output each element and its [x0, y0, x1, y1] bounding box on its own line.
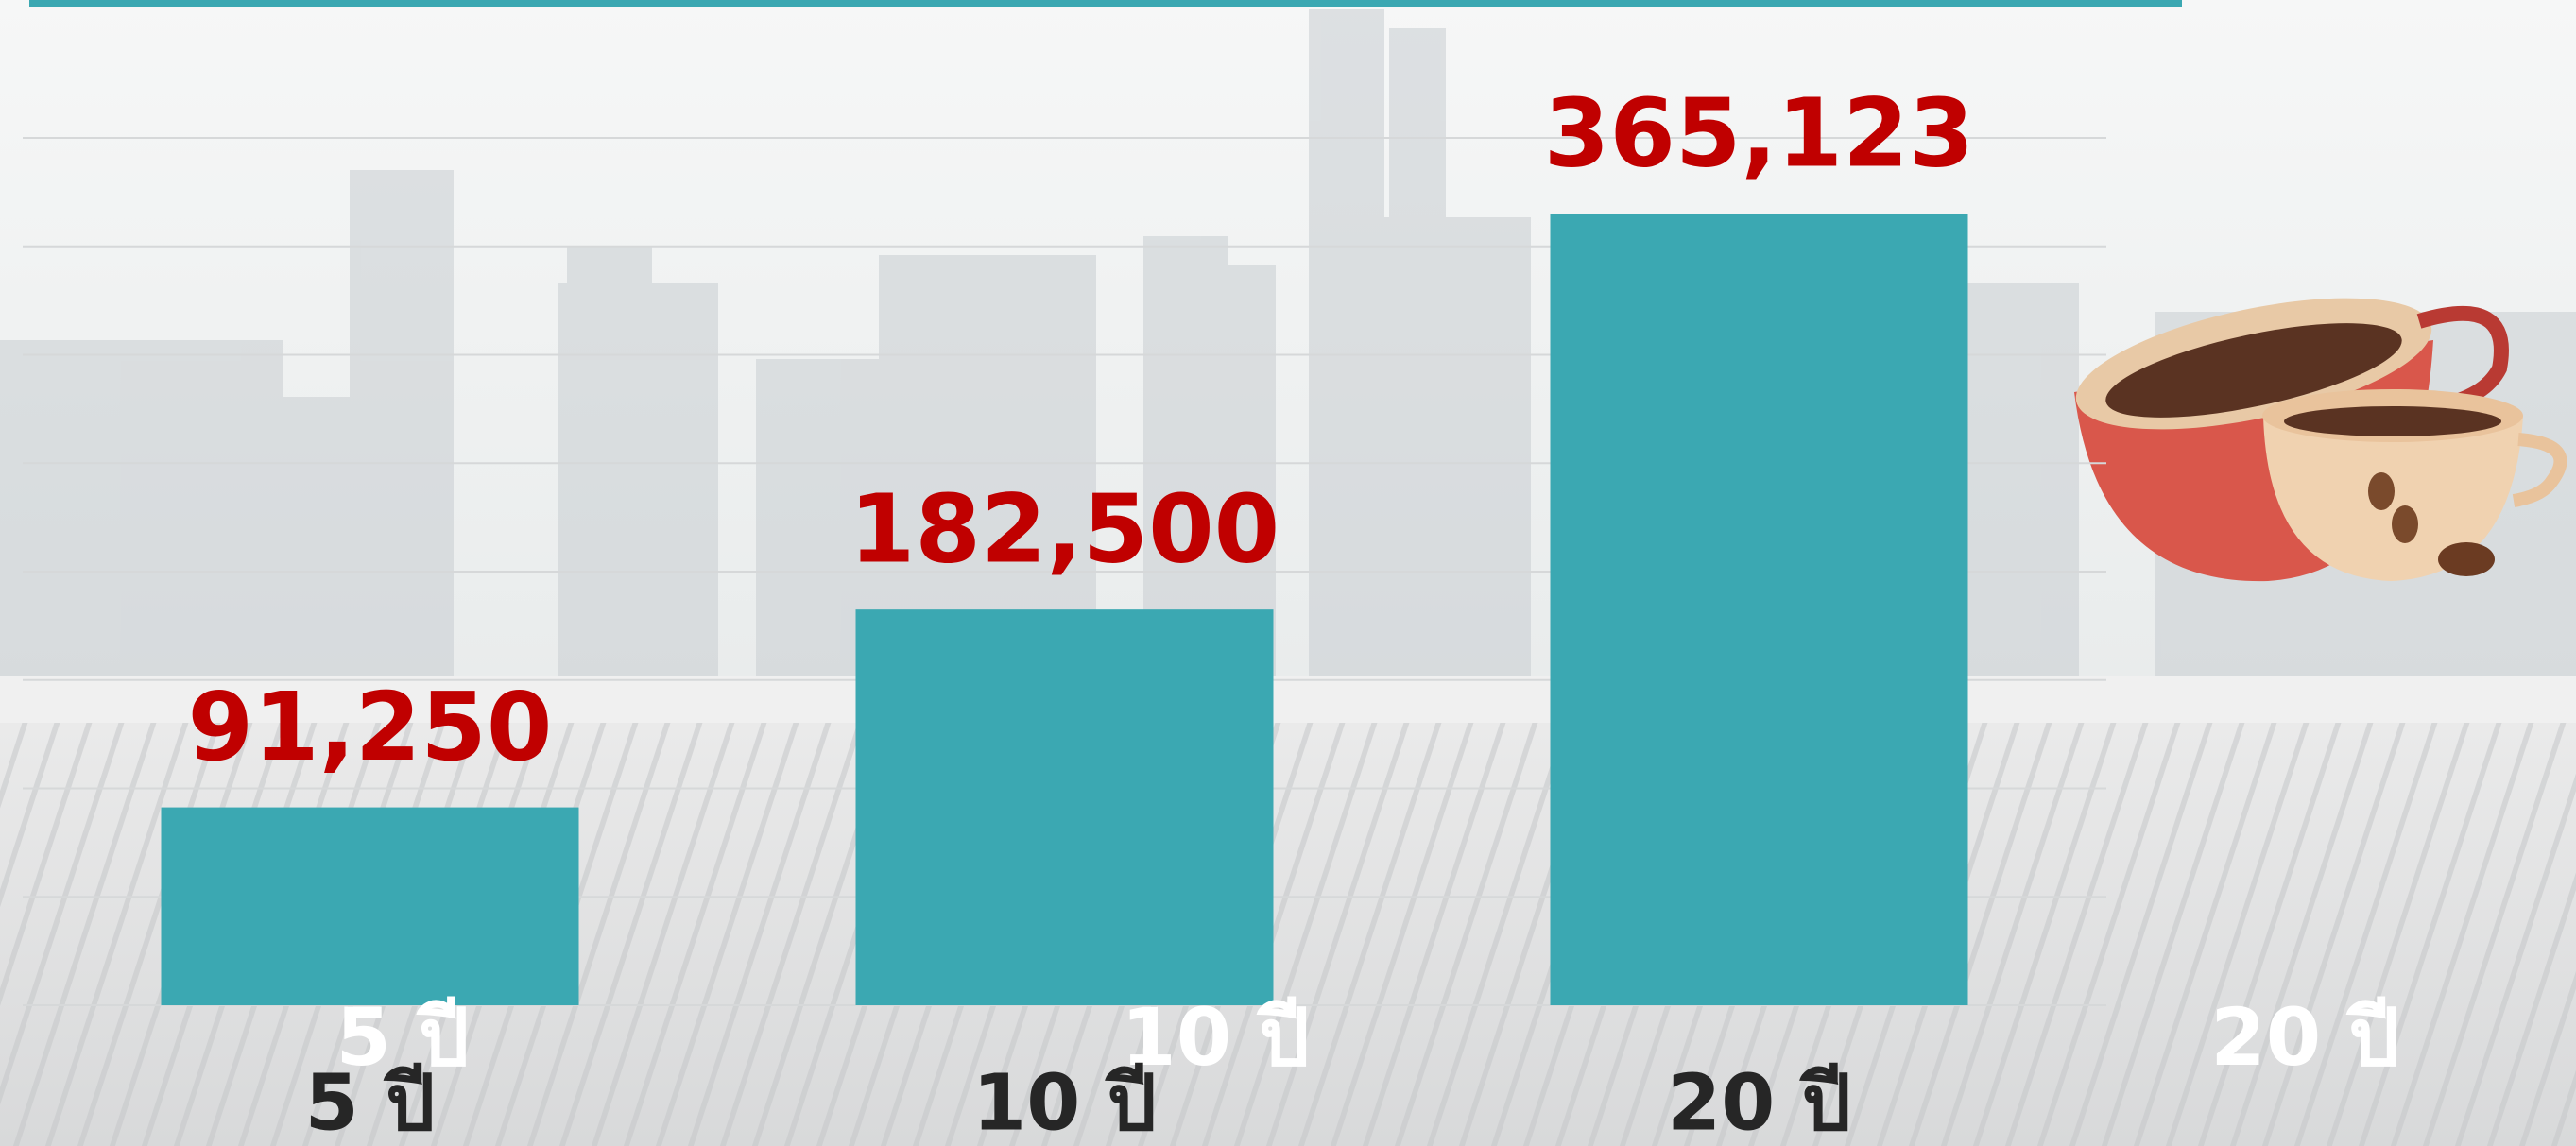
value-label: 365,123 — [1544, 77, 1974, 188]
value-label: 182,500 — [850, 474, 1279, 585]
value-label: 91,250 — [188, 672, 553, 782]
bar — [1551, 214, 1968, 1005]
top-rule — [29, 0, 2182, 7]
x-tick-label: 20 ปี — [1667, 1058, 1851, 1146]
bar — [856, 609, 1274, 1005]
x-tick-label: 10 ปี — [972, 1058, 1157, 1146]
page: 91,250182,500365,1235 ปี10 ปี20 ปี5 ปี10… — [0, 0, 2576, 1146]
bar — [162, 808, 579, 1005]
chart: 91,250182,500365,1235 ปี10 ปี20 ปี5 ปี10… — [0, 0, 2576, 1146]
x-tick-label: 5 ปี — [305, 1058, 436, 1146]
overlay-label: 20 ปี — [2210, 991, 2398, 1084]
